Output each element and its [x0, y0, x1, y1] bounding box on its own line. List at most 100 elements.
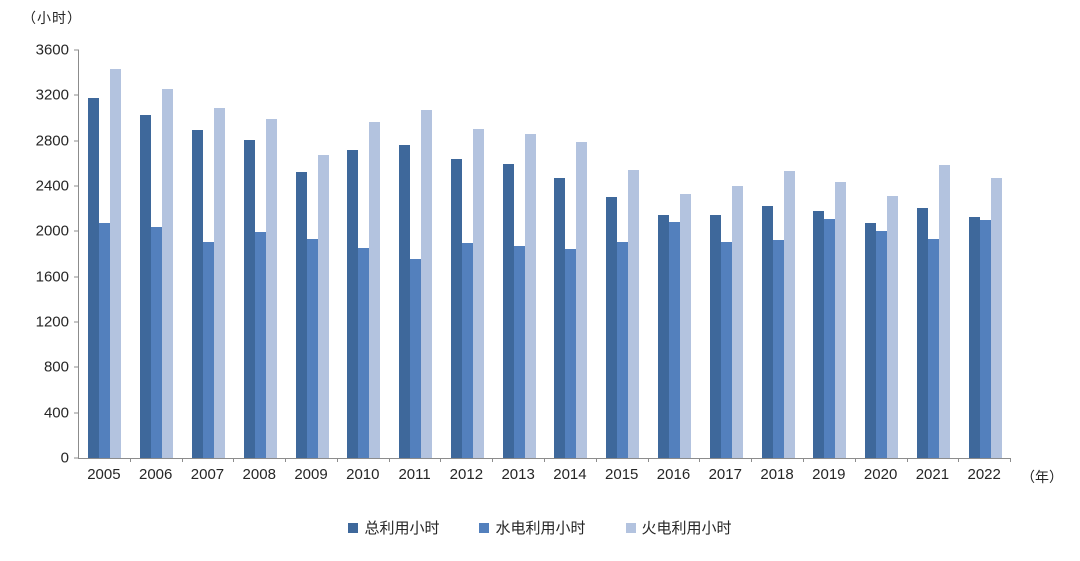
x-label-2019: 2019	[812, 466, 846, 483]
x-tick	[647, 458, 700, 462]
x-label-2018: 2018	[760, 466, 794, 483]
x-axis-unit-label: （年）	[1021, 469, 1063, 485]
bar-group-2018	[752, 50, 804, 458]
x-label-2022: 2022	[967, 466, 1001, 483]
y-tick-label: 2800	[35, 132, 69, 150]
bar-group-2009	[286, 50, 338, 458]
bar-group-2011	[390, 50, 442, 458]
bar-group-2013	[493, 50, 545, 458]
x-label-2013: 2013	[501, 466, 535, 483]
bar-水电利用小时-2020	[876, 230, 888, 458]
bar-火电利用小时-2019	[835, 182, 847, 458]
x-tick	[751, 458, 803, 462]
bar-水电利用小时-2008	[254, 232, 266, 458]
x-tick	[181, 458, 234, 462]
x-label-2020: 2020	[863, 466, 898, 483]
bar-group-2015	[597, 50, 649, 458]
y-tick-label: 400	[43, 404, 69, 422]
x-tick	[285, 458, 337, 462]
bar-group-2020	[856, 50, 908, 458]
bar-group-2014	[545, 50, 597, 458]
bar-总利用小时-2012	[450, 158, 462, 458]
bar-水电利用小时-2015	[617, 242, 629, 458]
x-label-2021: 2021	[915, 466, 950, 483]
plot-area: 0 400 800 1200 1600 2000 2400 2800 3200 3600	[36, 42, 1011, 467]
bar-水电利用小时-2010	[358, 248, 370, 458]
bar-总利用小时-2011	[399, 144, 411, 458]
bar-火电利用小时-2022	[990, 177, 1002, 458]
bar-火电利用小时-2009	[317, 155, 329, 458]
x-tick	[906, 458, 959, 462]
x-tick	[233, 458, 285, 462]
x-label-2015: 2015	[605, 466, 639, 483]
bar-火电利用小时-2012	[472, 128, 484, 458]
bar-group-2006	[131, 50, 183, 458]
bar-总利用小时-2020	[865, 223, 877, 458]
legend-item-总利用小时: 总利用小时	[348, 517, 439, 538]
y-tick-2400: 2400	[36, 177, 79, 194]
bar-水电利用小时-2012	[461, 242, 473, 458]
x-tick	[492, 458, 544, 462]
legend-swatch-icon	[348, 522, 359, 533]
y-tick-label: 0	[60, 449, 69, 467]
x-tick	[440, 458, 492, 462]
bar-水电利用小时-2017	[720, 241, 732, 458]
bar-水电利用小时-2009	[306, 239, 318, 458]
x-tick	[129, 458, 182, 462]
y-tick-400: 400	[44, 404, 79, 421]
x-tick	[388, 458, 441, 462]
bar-总利用小时-2006	[140, 115, 152, 458]
bar-总利用小时-2005	[88, 97, 100, 458]
bar-水电利用小时-2006	[151, 227, 163, 458]
bar-水电利用小时-2013	[513, 246, 525, 458]
bar-总利用小时-2015	[606, 196, 618, 458]
bar-火电利用小时-2013	[524, 134, 536, 458]
bar-火电利用小时-2007	[213, 107, 225, 458]
bar-火电利用小时-2021	[938, 165, 950, 458]
y-tick-2000: 2000	[36, 223, 79, 240]
bar-group-2008	[234, 50, 286, 458]
y-tick-label: 1200	[35, 313, 69, 331]
bar-火电利用小时-2017	[731, 186, 743, 458]
y-tick-label: 1600	[35, 268, 69, 286]
bar-水电利用小时-2005	[99, 223, 111, 458]
y-tick-1200: 1200	[36, 313, 79, 330]
bar-火电利用小时-2005	[110, 68, 122, 458]
y-tick-3600: 3600	[36, 42, 79, 59]
y-tick-label: 3600	[35, 41, 69, 59]
x-tick	[699, 458, 751, 462]
x-tick	[595, 458, 648, 462]
bar-水电利用小时-2011	[410, 258, 422, 458]
bar-水电利用小时-2022	[979, 220, 991, 458]
bar-火电利用小时-2011	[421, 110, 433, 458]
y-tick-label: 2400	[35, 177, 69, 195]
bar-火电利用小时-2010	[369, 121, 381, 458]
bar-group-2022	[959, 50, 1011, 458]
y-tick-label: 2000	[35, 222, 69, 240]
bar-总利用小时-2007	[191, 130, 203, 458]
bar-group-2021	[908, 50, 960, 458]
legend-swatch-icon	[479, 522, 490, 533]
bar-总利用小时-2016	[657, 214, 669, 458]
bar-group-2007	[183, 50, 235, 458]
x-label-2009: 2009	[294, 466, 328, 483]
x-label-2014: 2014	[553, 466, 587, 483]
x-label-2011: 2011	[398, 466, 431, 483]
bar-水电利用小时-2018	[772, 240, 784, 458]
y-tick-label: 3200	[35, 86, 69, 104]
bar-总利用小时-2019	[813, 210, 825, 458]
bar-group-2017	[700, 50, 752, 458]
y-tick-3200: 3200	[36, 87, 79, 104]
x-label-2007: 2007	[190, 466, 225, 483]
x-tick	[854, 458, 907, 462]
bar-火电利用小时-2018	[783, 171, 795, 458]
bar-总利用小时-2014	[554, 177, 566, 458]
bar-总利用小时-2018	[761, 206, 773, 458]
bar-group-2012	[441, 50, 493, 458]
x-tick	[544, 458, 596, 462]
y-tick-800: 800	[44, 359, 79, 376]
x-axis-labels: 2005 2006 2007 2008 2009 2010 2011 2012 2013 2014…	[78, 466, 1010, 483]
legend-item-火电利用小时: 火电利用小时	[625, 517, 732, 538]
legend-label: 总利用小时	[364, 520, 440, 537]
bar-水电利用小时-2019	[824, 219, 836, 458]
